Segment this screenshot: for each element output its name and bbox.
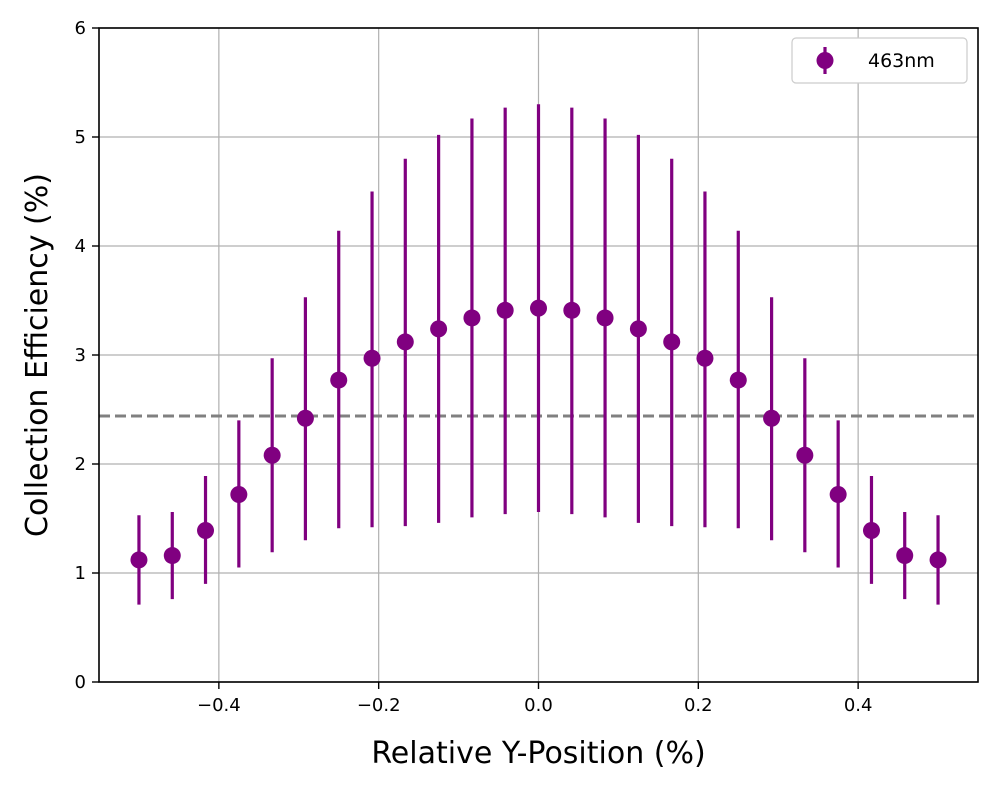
legend-point-marker <box>816 52 834 69</box>
legend-label: 463nm <box>868 50 935 72</box>
data-point-0-17 <box>696 349 714 367</box>
tick-layer: −0.4 −0.2 0.0 0.2 0.4 0 1 2 3 4 5 6 <box>75 18 873 716</box>
data-point-0-0 <box>130 551 148 569</box>
data-point-0-3 <box>230 486 248 504</box>
x-tick-label-1: −0.2 <box>357 695 401 716</box>
data-point-0-15 <box>629 320 647 338</box>
data-point-0-20 <box>796 446 814 464</box>
x-tick-label-3: 0.2 <box>684 695 713 716</box>
data-point-0-2 <box>197 521 215 539</box>
data-point-0-7 <box>363 349 381 367</box>
y-tick-label-4: 4 <box>75 236 86 257</box>
data-point-0-10 <box>463 309 481 327</box>
y-tick-label-0: 0 <box>75 672 86 693</box>
data-point-0-4 <box>263 446 281 464</box>
data-point-0-18 <box>729 371 747 389</box>
data-point-0-1 <box>163 547 181 565</box>
data-point-0-16 <box>663 333 681 351</box>
y-tick-label-2: 2 <box>75 454 86 475</box>
x-axis-title: Relative Y-Position (%) <box>371 736 705 771</box>
y-tick-label-5: 5 <box>75 127 86 148</box>
y-tick-label-6: 6 <box>75 18 86 39</box>
data-point-0-21 <box>829 486 847 504</box>
legend: 463nm <box>791 37 968 84</box>
data-point-0-11 <box>496 301 514 319</box>
data-point-0-23 <box>896 547 914 565</box>
data-point-0-9 <box>430 320 448 338</box>
data-layer <box>130 104 947 605</box>
y-axis-title: Collection Efficiency (%) <box>20 173 55 537</box>
data-point-0-13 <box>563 301 581 319</box>
data-point-0-24 <box>929 551 947 569</box>
y-tick-label-1: 1 <box>75 563 86 584</box>
data-point-0-8 <box>396 333 414 351</box>
data-point-0-14 <box>596 309 614 327</box>
x-tick-label-2: 0.0 <box>524 695 553 716</box>
data-point-0-6 <box>330 371 348 389</box>
x-tick-label-0: −0.4 <box>197 695 241 716</box>
data-point-0-22 <box>862 521 880 539</box>
data-point-0-19 <box>763 409 781 427</box>
data-point-0-12 <box>530 299 547 317</box>
data-point-0-5 <box>296 409 314 427</box>
x-tick-label-4: 0.4 <box>844 695 873 716</box>
legend-box <box>791 37 968 84</box>
y-tick-label-3: 3 <box>75 345 86 366</box>
